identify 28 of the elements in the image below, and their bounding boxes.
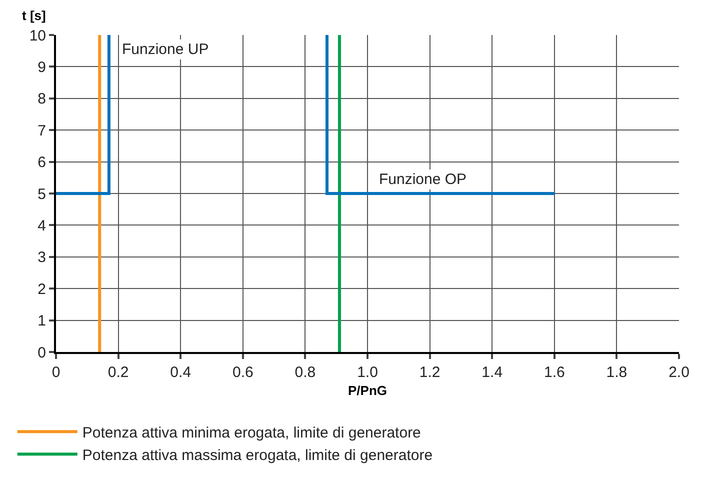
y-tick-label: 10: [29, 27, 46, 44]
x-tick-label: 1.2: [419, 364, 440, 381]
y-tick-label: 8: [38, 90, 46, 108]
y-axis-title: t [s]: [22, 8, 46, 23]
x-tick-label: 0.4: [170, 364, 192, 381]
y-tick-label: 5: [38, 186, 46, 203]
y-tick-label: 7: [38, 122, 46, 140]
x-tick-label: 1.4: [482, 364, 503, 381]
x-tick-label: 0.8: [294, 364, 316, 381]
x-tick-label: 2.0: [668, 364, 690, 381]
y-tick-label: 3: [38, 249, 46, 266]
x-axis-title: P/PnG: [348, 383, 388, 398]
y-tick-label: 9: [38, 58, 46, 76]
legend-label: Potenza attiva minima erogata, limite di generatore: [82, 424, 421, 442]
annotation: Funzione OP: [379, 171, 467, 188]
y-tick-label: 1: [38, 312, 46, 330]
y-tick-label: 0: [38, 344, 46, 362]
y-tick-label: 2: [38, 280, 46, 298]
x-tick-label: 1.6: [544, 364, 565, 381]
x-tick-label: 0.2: [108, 364, 129, 381]
x-tick-label: 1.0: [357, 364, 378, 381]
legend-label: Potenza attiva massima erogata, limite di generatore: [82, 447, 433, 464]
annotation: Funzione UP: [122, 41, 209, 58]
x-tick-label: 0.6: [232, 364, 254, 381]
x-tick-label: 0: [52, 364, 60, 381]
y-tick-label: 4: [38, 217, 46, 234]
x-tick-label: 1.8: [606, 364, 628, 381]
y-tick-label: 6: [38, 154, 46, 172]
